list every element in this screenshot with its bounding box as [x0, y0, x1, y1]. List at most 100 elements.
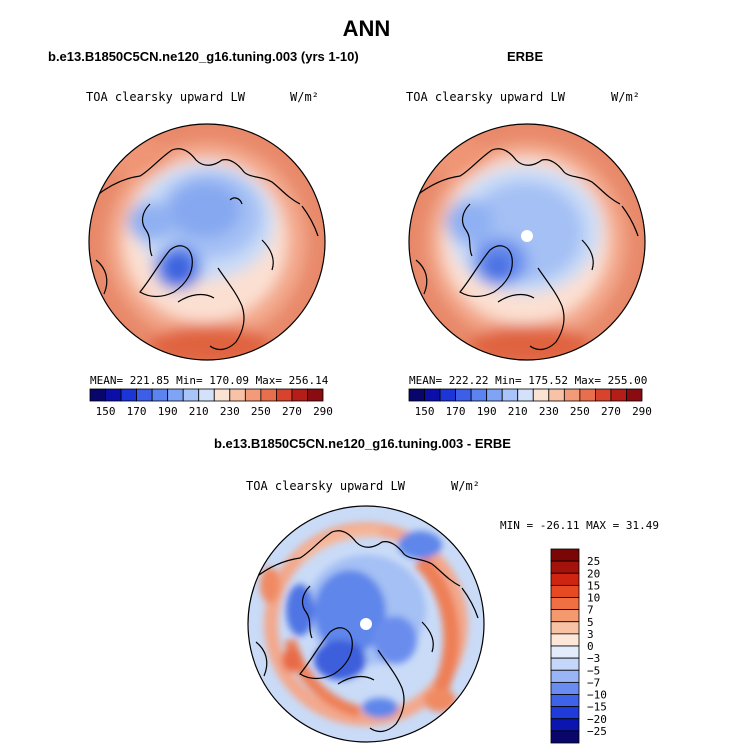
colorbar-tick-label: −20	[587, 713, 607, 726]
panel-3-map	[248, 506, 484, 742]
colorbar-tick-label: 270	[282, 405, 302, 418]
colorbar-tick-label: −15	[587, 701, 607, 714]
colorbar-cell	[307, 388, 324, 402]
colorbar-tick-label: 230	[220, 405, 240, 418]
colorbar-tick-label: 190	[158, 405, 178, 418]
colorbar-cell	[550, 584, 580, 598]
colorbar-cell	[550, 621, 580, 635]
colorbar-tick-label: 250	[251, 405, 271, 418]
panel-2-units: W/m²	[611, 90, 640, 104]
panel-2-border	[408, 123, 646, 361]
colorbar-cell	[550, 572, 580, 586]
colorbar-cell	[151, 388, 169, 402]
colorbar-cell	[439, 388, 457, 402]
colorbar-cell	[548, 388, 565, 402]
panel-1-map	[89, 124, 325, 360]
colorbar-tick-label: 190	[477, 405, 497, 418]
panel-2-map	[409, 124, 645, 360]
colorbar-cell	[550, 706, 580, 720]
panel-1-colorbar: 150 170 190 210 230 250 270 290	[89, 388, 333, 418]
colorbar-tick-label: 150	[96, 405, 116, 418]
colorbar-cell	[550, 597, 580, 611]
colorbar-cell	[550, 657, 580, 671]
colorbar-cell	[136, 388, 153, 402]
colorbar-cell	[501, 388, 519, 402]
colorbar-tick-label: 150	[415, 405, 435, 418]
colorbar-cell	[291, 388, 308, 402]
colorbar-tick-label: 250	[570, 405, 590, 418]
panel-1-stats: MEAN= 221.85 Min= 170.09 Max= 256.14	[90, 374, 329, 387]
colorbar-tick-label: 290	[313, 405, 333, 418]
colorbar-tick-label: 0	[587, 640, 594, 653]
panel-2-colorbar: 150 170 190 210 230 250 270 290	[408, 388, 652, 418]
panel-3-border	[247, 505, 485, 743]
colorbar-cell	[579, 388, 596, 402]
colorbar-tick-label: 290	[632, 405, 652, 418]
panel-1-units: W/m²	[290, 90, 319, 104]
colorbar-cell	[610, 388, 627, 402]
colorbar-cell	[595, 388, 612, 402]
colorbar-tick-label: 7	[587, 604, 594, 617]
colorbar-cell	[550, 718, 580, 732]
colorbar-tick-label: −5	[587, 664, 600, 677]
colorbar-cell	[260, 388, 277, 402]
colorbar-cell	[213, 388, 231, 402]
panel-2-coastlines	[415, 148, 639, 351]
colorbar-cell	[550, 609, 580, 623]
colorbar-tick-label: 170	[446, 405, 466, 418]
colorbar-cell	[563, 388, 581, 402]
colorbar-tick-label: 170	[127, 405, 147, 418]
panel-1-field-label: TOA clearsky upward LW	[86, 90, 245, 104]
panel-1-border	[88, 123, 326, 361]
colorbar-cell	[408, 388, 425, 402]
colorbar-tick-label: 230	[539, 405, 559, 418]
panel-3-field-label: TOA clearsky upward LW	[246, 479, 405, 493]
colorbar-cell	[424, 388, 441, 402]
panel-3-coastlines	[254, 530, 479, 733]
panel-3-units: W/m²	[451, 479, 480, 493]
colorbar-tick-label: 5	[587, 616, 594, 629]
colorbar-cell	[167, 388, 184, 402]
colorbar-tick-label: 15	[587, 579, 600, 592]
colorbar-tick-label: −10	[587, 689, 607, 702]
colorbar-cell	[275, 388, 293, 402]
colorbar-cell	[455, 388, 472, 402]
colorbar-cell	[550, 694, 580, 708]
colorbar-cell	[550, 645, 580, 659]
colorbar-tick-label: −3	[587, 652, 600, 665]
colorbar-tick-label: 25	[587, 555, 600, 568]
panel-3-title: b.e13.B1850C5CN.ne120_g16.tuning.003 - E…	[214, 436, 511, 451]
colorbar-cell	[626, 388, 643, 402]
colorbar-cell	[182, 388, 200, 402]
panel-2-stats: MEAN= 222.22 Min= 175.52 Max= 255.00	[409, 374, 648, 387]
colorbar-cell	[550, 560, 580, 574]
panel-1-title: b.e13.B1850C5CN.ne120_g16.tuning.003 (yr…	[48, 49, 359, 64]
colorbar-tick-label: 20	[587, 567, 600, 580]
colorbar-cell	[517, 388, 534, 402]
panel-1-coastlines	[95, 148, 319, 351]
colorbar-tick-label: −7	[587, 676, 600, 689]
colorbar-cell	[550, 548, 580, 562]
colorbar-tick-label: −25	[587, 725, 607, 738]
colorbar-cell	[550, 730, 580, 744]
colorbar-tick-label: 3	[587, 628, 594, 641]
colorbar-tick-label: 10	[587, 592, 600, 605]
panel-2-title: ERBE	[507, 49, 544, 64]
figure-title: ANN	[342, 16, 391, 41]
colorbar-cell	[89, 388, 106, 402]
colorbar-tick-label: 210	[508, 405, 528, 418]
colorbar-cell	[550, 681, 580, 695]
colorbar-cell	[105, 388, 122, 402]
colorbar-cell	[486, 388, 503, 402]
colorbar-tick-label: 270	[601, 405, 621, 418]
panel-3-stats: MIN = -26.11 MAX = 31.49	[500, 519, 659, 532]
colorbar-cell	[550, 633, 580, 647]
colorbar-cell	[198, 388, 215, 402]
colorbar-cell	[550, 669, 580, 683]
colorbar-cell	[229, 388, 246, 402]
colorbar-cell	[532, 388, 550, 402]
colorbar-tick-label: 210	[189, 405, 209, 418]
colorbar-cell	[470, 388, 488, 402]
